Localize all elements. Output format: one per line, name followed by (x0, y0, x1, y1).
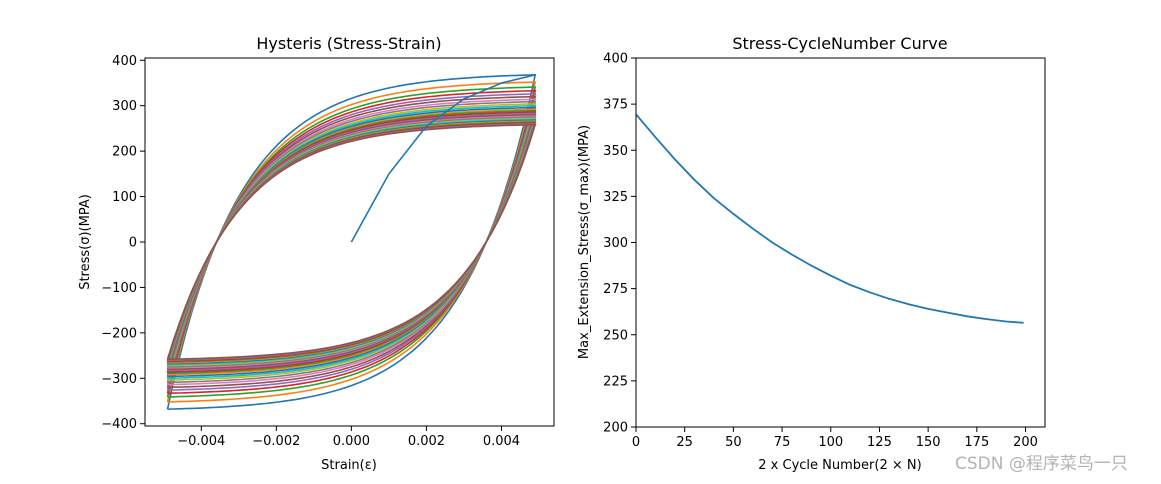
x-tick-label: 100 (818, 435, 843, 450)
stress-cycle-chart: Stress-CycleNumber Curve 0 25 50 75 100 125 15… (577, 34, 1046, 473)
y-axis-label: Stress(σ)(MPA) (78, 194, 93, 290)
hysteresis-chart: Hysteris (Stress-Strain) −0.004 −0.002 0.0… (78, 34, 555, 473)
chart-title: Stress-CycleNumber Curve (732, 34, 947, 53)
series-line (635, 113, 1024, 324)
y-axis: 200 225 250 275 300 325 350 375 400 (603, 52, 636, 436)
series-line (166, 116, 537, 368)
series-line (166, 123, 537, 360)
series-line (166, 121, 537, 363)
series-line (166, 109, 537, 375)
y-tick-label: 375 (603, 98, 628, 113)
series-line (166, 100, 537, 384)
x-tick-label: 0.002 (408, 434, 445, 449)
x-tick-label: 200 (1013, 435, 1038, 450)
series-line (166, 112, 537, 372)
x-tick-label: 75 (774, 435, 791, 450)
y-tick-label: 250 (603, 328, 628, 343)
y-axis: −400 −300 −200 −100 0 100 200 300 400 (101, 54, 145, 432)
y-tick-label: 350 (603, 144, 628, 159)
y-tick-label: 275 (603, 282, 628, 297)
plot-area (166, 73, 537, 410)
y-axis-label: Max_Extension_Stress(σ_max)(MPA) (577, 125, 592, 359)
y-tick-label: −400 (101, 417, 137, 432)
y-tick-label: 300 (603, 236, 628, 251)
series-line (166, 103, 537, 381)
x-axis: −0.004 −0.002 0.000 0.002 0.004 (177, 426, 520, 449)
watermark-text: CSDN @程序菜鸟一只 (955, 454, 1128, 474)
x-axis: 0 25 50 75 100 125 150 175 200 (632, 427, 1038, 450)
series-line (166, 81, 537, 403)
y-tick-label: −200 (101, 326, 137, 341)
y-tick-label: 400 (603, 52, 628, 67)
series-line (166, 111, 537, 373)
y-tick-label: 0 (129, 236, 137, 251)
series-line (166, 95, 537, 389)
series-line (166, 104, 537, 380)
x-tick-label: 125 (867, 435, 892, 450)
series-line (166, 123, 537, 361)
y-tick-label: 100 (112, 190, 137, 205)
x-tick-label: 25 (676, 435, 693, 450)
x-tick-label: −0.004 (177, 434, 225, 449)
y-tick-label: 300 (112, 99, 137, 114)
series-line (166, 108, 537, 376)
x-tick-label: −0.002 (252, 434, 300, 449)
series-line (166, 122, 537, 362)
series-line (166, 113, 537, 370)
series-line (166, 119, 537, 365)
series-line (166, 120, 537, 364)
series-line (166, 115, 537, 369)
x-tick-label: 50 (725, 435, 742, 450)
y-tick-label: 400 (112, 54, 137, 69)
x-axis-label: 2 x Cycle Number(2 × N) (758, 458, 921, 473)
y-tick-label: 325 (603, 190, 628, 205)
series-line (166, 106, 537, 378)
series-line (166, 118, 537, 366)
y-tick-label: 200 (603, 421, 628, 436)
axes-frame (635, 57, 1046, 428)
x-tick-label: 0 (632, 435, 640, 450)
series-line (166, 98, 537, 386)
y-tick-label: 225 (603, 374, 628, 389)
series-line (166, 86, 537, 398)
y-tick-label: −300 (101, 372, 137, 387)
x-tick-label: 0.000 (333, 434, 370, 449)
x-tick-label: 150 (916, 435, 941, 450)
y-tick-label: −100 (101, 281, 137, 296)
series-line (166, 117, 537, 367)
plot-area (635, 113, 1024, 324)
x-tick-label: 175 (964, 435, 989, 450)
series-line (166, 89, 537, 395)
y-tick-label: 200 (112, 145, 137, 160)
chart-title: Hysteris (Stress-Strain) (256, 34, 441, 53)
initial-loading-line (350, 74, 536, 243)
x-tick-label: 0.004 (483, 434, 520, 449)
x-axis-label: Strain(ε) (321, 458, 377, 473)
series-line (166, 93, 537, 391)
